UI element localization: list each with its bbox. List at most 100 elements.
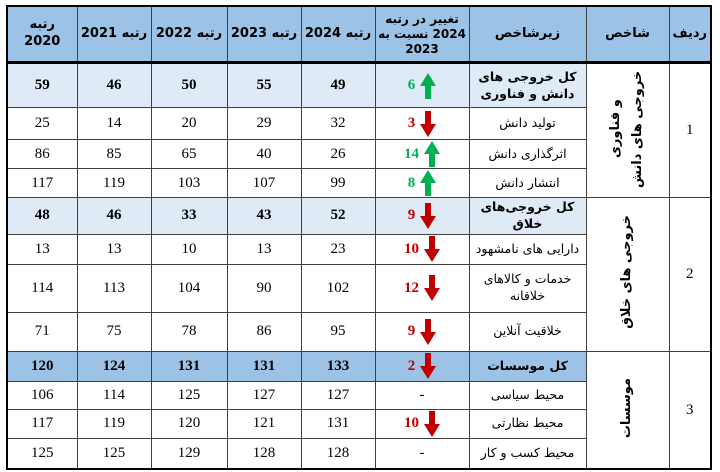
row-number-cell: 1 xyxy=(668,62,712,198)
rank-cell: 131 xyxy=(226,350,302,382)
index-cell: موسسات xyxy=(585,350,670,470)
table-row: 3 موسسات کل موسسات 2 133 131 131 124 120 xyxy=(6,350,712,470)
rank-cell: 99 xyxy=(300,168,376,198)
change-cell: 2 xyxy=(374,350,470,382)
subindex-cell: کل موسسات xyxy=(468,350,587,382)
rank-cell: 95 xyxy=(300,311,376,352)
change-cell: - xyxy=(374,380,470,410)
rank-cell: 40 xyxy=(226,139,302,169)
header-cell-rank-2024: رتبه 2024 xyxy=(300,5,376,64)
header-cell-rank-2021: رتبه 2021 xyxy=(76,5,152,64)
rank-cell: 33 xyxy=(150,197,228,235)
rank-cell: 43 xyxy=(226,197,302,235)
header-cell-change: تغییر در رتبه 2024 نسبت به 2023 xyxy=(374,5,470,64)
rank-cell: 114 xyxy=(76,380,152,410)
rank-cell: 107 xyxy=(226,168,302,198)
rank-cell: 121 xyxy=(226,408,302,439)
change-cell: - xyxy=(374,437,470,470)
trend-arrow-icon xyxy=(424,236,440,263)
rank-cell: 102 xyxy=(300,263,376,313)
change-cell: 10 xyxy=(374,408,470,439)
row-number-cell: 3 xyxy=(668,350,712,470)
table-row: 1 خروجی های دانش و فناوری کل خروجی های د… xyxy=(6,62,712,198)
change-value: 2 xyxy=(407,357,416,374)
rank-cell: 125 xyxy=(150,380,228,410)
table-row: خلاقیت آنلاین 9 95 86 78 75 71 xyxy=(6,311,711,352)
rank-cell: 128 xyxy=(226,437,302,470)
header-cell-subindex: زیرشاخص xyxy=(468,5,587,64)
rank-cell: 14 xyxy=(76,107,152,140)
header-cell-row: ردیف xyxy=(668,5,712,64)
table-row: محیط سیاسی - 127 127 125 114 106 xyxy=(6,380,711,410)
rank-cell: 26 xyxy=(300,139,376,169)
table-row: 2 خروجی های خلاق کل خروجی‌های خلاق 9 52 … xyxy=(6,197,712,352)
rank-cell: 46 xyxy=(76,197,152,235)
rank-cell: 13 xyxy=(76,233,152,265)
rank-cell: 114 xyxy=(6,263,78,313)
change-cell: 3 xyxy=(374,107,470,140)
table-row: محیط کسب و کار - 128 128 129 125 125 xyxy=(6,437,711,470)
rank-cell: 32 xyxy=(300,107,376,140)
change-value: 14 xyxy=(404,145,419,162)
index-label: خروجی های خلاق xyxy=(619,215,635,330)
table-row: اثرگذاری دانش 14 26 40 65 85 86 xyxy=(6,139,711,169)
subindex-cell: تولید دانش xyxy=(468,107,587,140)
rank-cell: 59 xyxy=(6,62,78,108)
row-number-cell: 2 xyxy=(668,197,712,352)
rank-cell: 20 xyxy=(150,107,228,140)
rank-cell: 65 xyxy=(150,139,228,169)
rank-cell: 117 xyxy=(6,168,78,198)
rank-cell: 129 xyxy=(150,437,228,470)
table-row: خدمات و کالاهای خلاقانه 12 102 90 104 11… xyxy=(6,263,711,313)
rank-cell: 71 xyxy=(6,311,78,352)
subindex-cell: محیط نظارتی xyxy=(468,408,587,439)
rank-cell: 75 xyxy=(76,311,152,352)
rank-cell: 127 xyxy=(300,380,376,410)
rank-cell: 103 xyxy=(150,168,228,198)
rank-cell: 90 xyxy=(226,263,302,313)
table-row: دارایی های نامشهود 10 23 13 10 13 13 xyxy=(6,233,711,265)
rank-cell: 127 xyxy=(226,380,302,410)
rank-cell: 128 xyxy=(300,437,376,470)
subindex-cell: خلاقیت آنلاین xyxy=(468,311,587,352)
rank-cell: 131 xyxy=(150,350,228,382)
change-cell: 9 xyxy=(374,311,470,352)
change-cell: 14 xyxy=(374,139,470,169)
rank-cell: 85 xyxy=(76,139,152,169)
rank-cell: 124 xyxy=(76,350,152,382)
trend-arrow-icon xyxy=(420,202,437,229)
index-label: خروجی های دانش و فناوری xyxy=(608,69,646,188)
rank-cell: 49 xyxy=(300,62,376,108)
table-row: تولید دانش 3 32 29 20 14 25 xyxy=(6,107,711,140)
header-cell-rank-2022: رتبه 2022 xyxy=(150,5,228,64)
rank-cell: 13 xyxy=(6,233,78,265)
subindex-cell: انتشار دانش xyxy=(468,168,587,198)
index-label: موسسات xyxy=(619,377,635,439)
rank-cell: 117 xyxy=(6,408,78,439)
gii-ranking-table: ردیف شاخص زیرشاخص تغییر در رتبه 2024 نسب… xyxy=(6,5,712,471)
rank-cell: 10 xyxy=(150,233,228,265)
rank-cell: 119 xyxy=(76,408,152,439)
rank-cell: 86 xyxy=(6,139,78,169)
index-cell: خروجی های دانش و فناوری xyxy=(585,62,670,198)
rank-cell: 23 xyxy=(300,233,376,265)
change-value: 8 xyxy=(407,174,416,191)
trend-arrow-icon xyxy=(420,353,437,380)
rank-cell: 104 xyxy=(150,263,228,313)
subindex-cell: اثرگذاری دانش xyxy=(468,139,587,169)
change-cell: 12 xyxy=(374,263,470,313)
subindex-cell: کل خروجی‌های خلاق xyxy=(468,197,587,235)
rank-cell: 55 xyxy=(226,62,302,108)
trend-arrow-icon xyxy=(420,72,437,99)
trend-arrow-icon xyxy=(420,318,437,345)
change-cell: 9 xyxy=(374,197,470,235)
trend-arrow-icon xyxy=(424,410,440,437)
change-value: 10 xyxy=(404,415,419,432)
change-cell: 10 xyxy=(374,233,470,265)
rank-cell: 119 xyxy=(76,168,152,198)
change-value: - xyxy=(419,386,425,403)
header-cell-index: شاخص xyxy=(585,5,670,64)
header-row: ردیف شاخص زیرشاخص تغییر در رتبه 2024 نسب… xyxy=(6,5,712,64)
change-value: 10 xyxy=(404,240,419,257)
change-cell: 6 xyxy=(374,62,470,108)
